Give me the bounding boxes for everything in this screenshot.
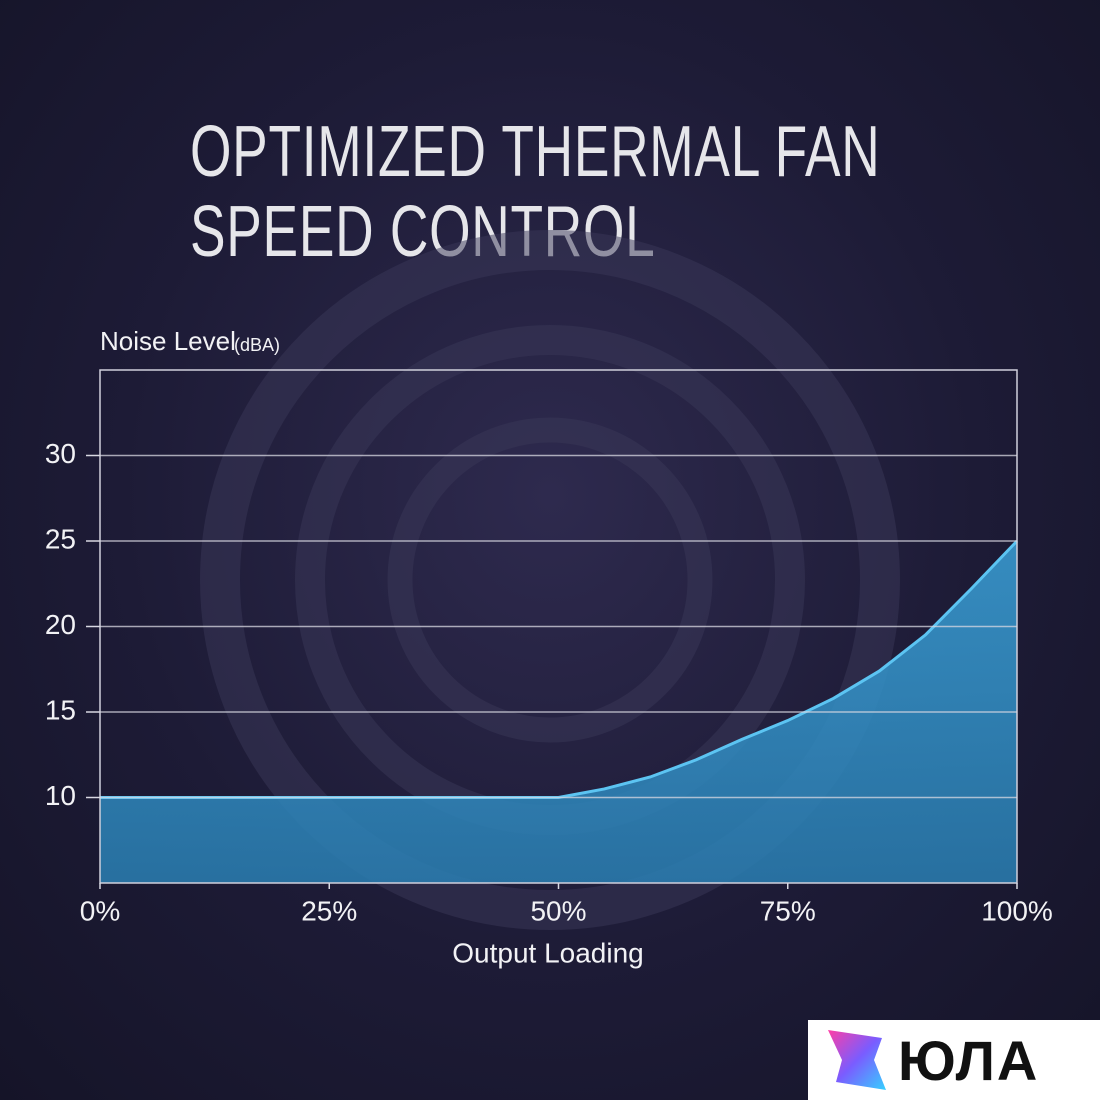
y-tick-label: 30 — [45, 438, 76, 469]
x-tick-label: 100% — [981, 895, 1053, 926]
y-tick-label: 20 — [45, 609, 76, 640]
x-tick-label: 75% — [760, 895, 816, 926]
y-axis-unit: (dBA) — [234, 335, 280, 355]
x-tick-label: 50% — [530, 895, 586, 926]
y-axis-label: Noise Level — [100, 326, 236, 356]
watermark-logo — [828, 1030, 886, 1090]
watermark: ЮЛА — [808, 1020, 1100, 1100]
x-axis-label: Output Loading — [452, 937, 644, 968]
x-tick-label: 0% — [80, 895, 120, 926]
y-tick-label: 15 — [45, 694, 76, 725]
y-tick-label: 10 — [45, 780, 76, 811]
watermark-text: ЮЛА — [898, 1029, 1040, 1092]
y-tick-label: 25 — [45, 523, 76, 554]
x-tick-label: 25% — [301, 895, 357, 926]
